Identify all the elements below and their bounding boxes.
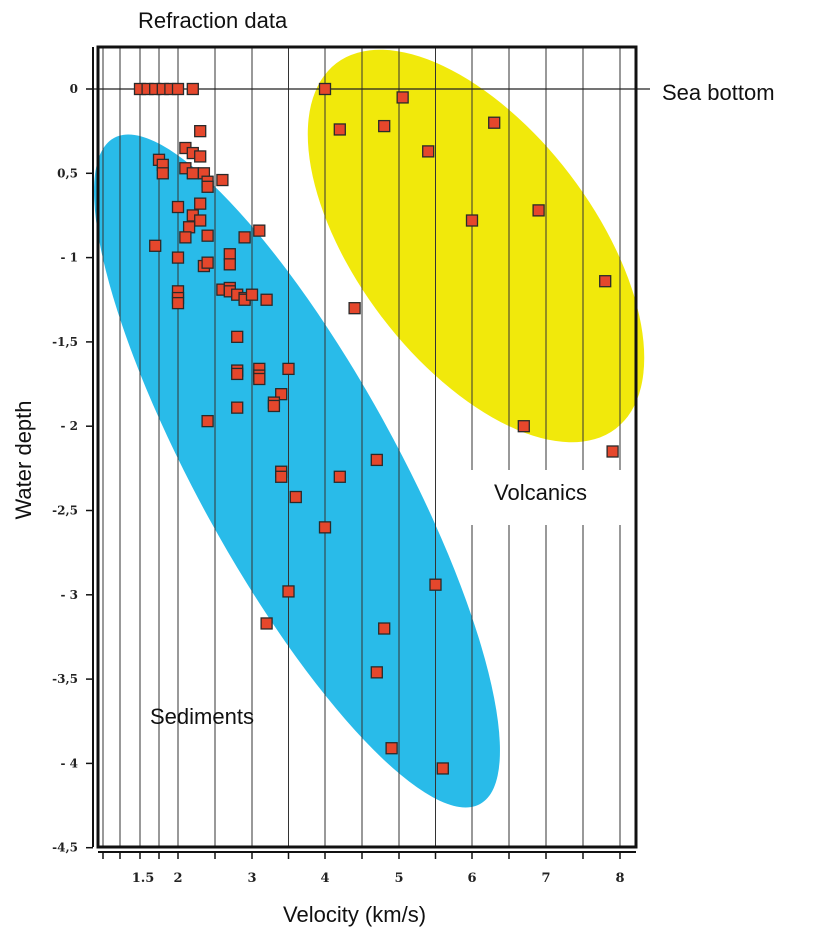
data-point xyxy=(260,293,273,306)
x-axis-label: Velocity (km/s) xyxy=(283,902,426,927)
data-point xyxy=(238,231,251,244)
data-point xyxy=(179,231,192,244)
data-point xyxy=(606,445,619,458)
plot-frame xyxy=(96,45,638,849)
data-point xyxy=(282,362,295,376)
y-tick-label: -1,5 xyxy=(52,335,78,349)
data-point xyxy=(216,173,229,187)
data-point xyxy=(231,401,244,414)
points-layer xyxy=(133,82,619,775)
y-tick-label: -2,5 xyxy=(52,504,78,518)
data-point xyxy=(201,180,214,193)
data-point xyxy=(318,82,332,96)
chart-title: Refraction data xyxy=(138,8,288,33)
data-point xyxy=(333,470,346,483)
data-point xyxy=(465,214,479,227)
data-point xyxy=(171,200,185,214)
data-point xyxy=(267,399,281,413)
data-point xyxy=(253,372,266,386)
data-point xyxy=(333,123,346,136)
grid-layer xyxy=(102,47,621,847)
x-tick-label: 2 xyxy=(173,871,182,886)
data-point xyxy=(253,224,266,237)
y-tick-label: - 2 xyxy=(60,419,78,433)
x-tick-label: 1.5 xyxy=(132,871,155,886)
data-point xyxy=(260,617,273,630)
x-tick-label: 7 xyxy=(541,871,550,886)
data-point xyxy=(194,150,207,163)
data-point xyxy=(223,248,236,261)
data-point xyxy=(275,470,288,483)
data-point xyxy=(201,256,214,269)
data-point xyxy=(429,578,442,591)
y-tick-label: -3,5 xyxy=(52,672,78,686)
data-point xyxy=(282,585,295,598)
data-point xyxy=(186,167,199,180)
data-point xyxy=(275,388,288,401)
data-point xyxy=(436,762,449,775)
data-point xyxy=(182,221,196,234)
x-tick-label: 3 xyxy=(247,871,256,886)
x-tick-label: 8 xyxy=(615,871,624,886)
data-point xyxy=(194,197,207,210)
data-point xyxy=(378,119,391,133)
data-point xyxy=(385,742,398,755)
data-point xyxy=(532,204,545,217)
region-label-sediments: Sediments xyxy=(150,704,254,729)
data-point xyxy=(201,229,214,242)
y-tick-label: 0,5 xyxy=(57,166,78,180)
data-point xyxy=(194,125,207,138)
data-point xyxy=(370,453,383,467)
y-tick-label: 0 xyxy=(70,82,78,96)
x-tick-label: 4 xyxy=(320,871,329,886)
regions-layer xyxy=(94,49,645,808)
data-point xyxy=(171,251,185,264)
volcanics-label-background xyxy=(470,470,630,525)
y-axis-label: Water depth xyxy=(11,400,36,519)
data-point xyxy=(370,666,383,679)
data-point xyxy=(488,116,501,129)
data-point xyxy=(517,420,530,433)
region-label-volcanics: Volcanics xyxy=(494,480,587,505)
data-point xyxy=(149,239,162,252)
data-point xyxy=(201,414,214,428)
y-tick-label: - 1 xyxy=(60,251,78,265)
data-point xyxy=(599,275,612,288)
data-point xyxy=(245,288,259,301)
y-tick-label: - 4 xyxy=(60,756,78,770)
sea-bottom-label: Sea bottom xyxy=(662,80,775,105)
data-point xyxy=(231,330,244,343)
data-point xyxy=(348,302,361,315)
region-sediments xyxy=(94,134,500,808)
data-point xyxy=(156,167,169,180)
data-point xyxy=(396,91,409,104)
data-point xyxy=(231,367,244,381)
data-point xyxy=(422,145,435,158)
data-point xyxy=(289,490,302,504)
y-tick-label: -4,5 xyxy=(52,841,78,855)
data-point xyxy=(194,214,207,227)
data-point xyxy=(186,82,199,96)
x-tick-label: 5 xyxy=(394,871,403,886)
y-tick-label: - 3 xyxy=(60,588,78,602)
region-volcanics xyxy=(307,49,645,443)
data-point xyxy=(378,622,391,635)
data-point xyxy=(318,521,332,534)
data-point xyxy=(171,296,185,310)
x-tick-label: 6 xyxy=(467,871,476,886)
data-point xyxy=(223,258,236,271)
ticks-layer: 1.5 2 3 4 5 6 7 8 0 0,5 - 1 -1,5 - 2 -2,5 - 3 -3,5 - 4 -4… xyxy=(52,82,624,886)
data-point xyxy=(171,82,185,96)
